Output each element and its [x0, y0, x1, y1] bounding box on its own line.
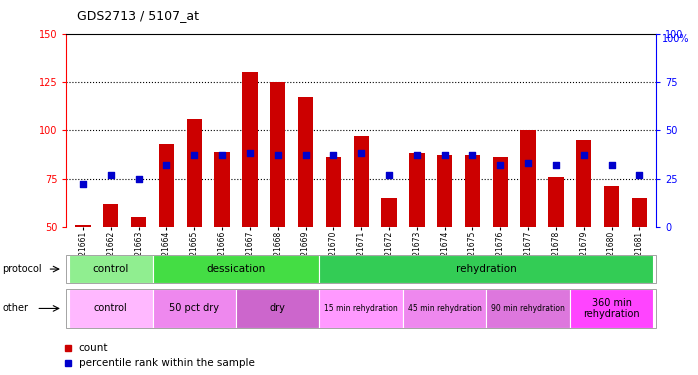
Text: control: control — [93, 264, 129, 274]
Text: GDS2713 / 5107_at: GDS2713 / 5107_at — [77, 9, 199, 22]
Point — [606, 162, 617, 168]
Bar — [354, 136, 369, 227]
Point — [105, 172, 117, 178]
Bar — [381, 198, 396, 227]
Point — [523, 160, 534, 166]
Bar — [493, 158, 508, 227]
Point — [244, 150, 255, 156]
Text: dry: dry — [270, 303, 285, 313]
Bar — [521, 130, 536, 227]
Point — [467, 152, 478, 158]
Bar — [409, 153, 424, 227]
Point — [355, 150, 366, 156]
Bar — [576, 140, 591, 227]
Text: control: control — [94, 303, 128, 313]
Bar — [604, 186, 619, 227]
Bar — [437, 155, 452, 227]
Point — [383, 172, 394, 178]
Point — [77, 182, 89, 188]
Point — [411, 152, 422, 158]
Text: 15 min rehydration: 15 min rehydration — [325, 304, 398, 313]
Bar — [131, 217, 147, 227]
Bar — [549, 177, 563, 227]
Text: 50 pct dry: 50 pct dry — [170, 303, 219, 313]
Text: percentile rank within the sample: percentile rank within the sample — [79, 358, 255, 368]
Text: protocol: protocol — [2, 264, 42, 274]
Text: dessication: dessication — [207, 264, 266, 274]
Bar — [465, 155, 480, 227]
Text: 100%: 100% — [662, 34, 690, 44]
Point — [634, 172, 645, 178]
Point — [439, 152, 450, 158]
Text: count: count — [79, 343, 108, 353]
Bar — [298, 98, 313, 227]
Point — [188, 152, 200, 158]
Point — [133, 176, 144, 181]
Point — [495, 162, 506, 168]
Point — [161, 162, 172, 168]
Point — [300, 152, 311, 158]
Text: 90 min rehydration: 90 min rehydration — [491, 304, 565, 313]
Bar — [103, 204, 119, 227]
Text: rehydration: rehydration — [456, 264, 517, 274]
Bar — [632, 198, 647, 227]
Point — [216, 152, 228, 158]
Text: 45 min rehydration: 45 min rehydration — [408, 304, 482, 313]
Point — [328, 152, 339, 158]
Bar — [186, 119, 202, 227]
Point — [272, 152, 283, 158]
Text: other: other — [2, 303, 28, 313]
Point — [551, 162, 562, 168]
Bar — [75, 225, 91, 227]
Bar — [214, 152, 230, 227]
Bar — [270, 82, 285, 227]
Bar — [326, 158, 341, 227]
Bar — [159, 144, 174, 227]
Point — [578, 152, 589, 158]
Bar — [242, 72, 258, 227]
Text: 360 min
rehydration: 360 min rehydration — [584, 298, 640, 319]
